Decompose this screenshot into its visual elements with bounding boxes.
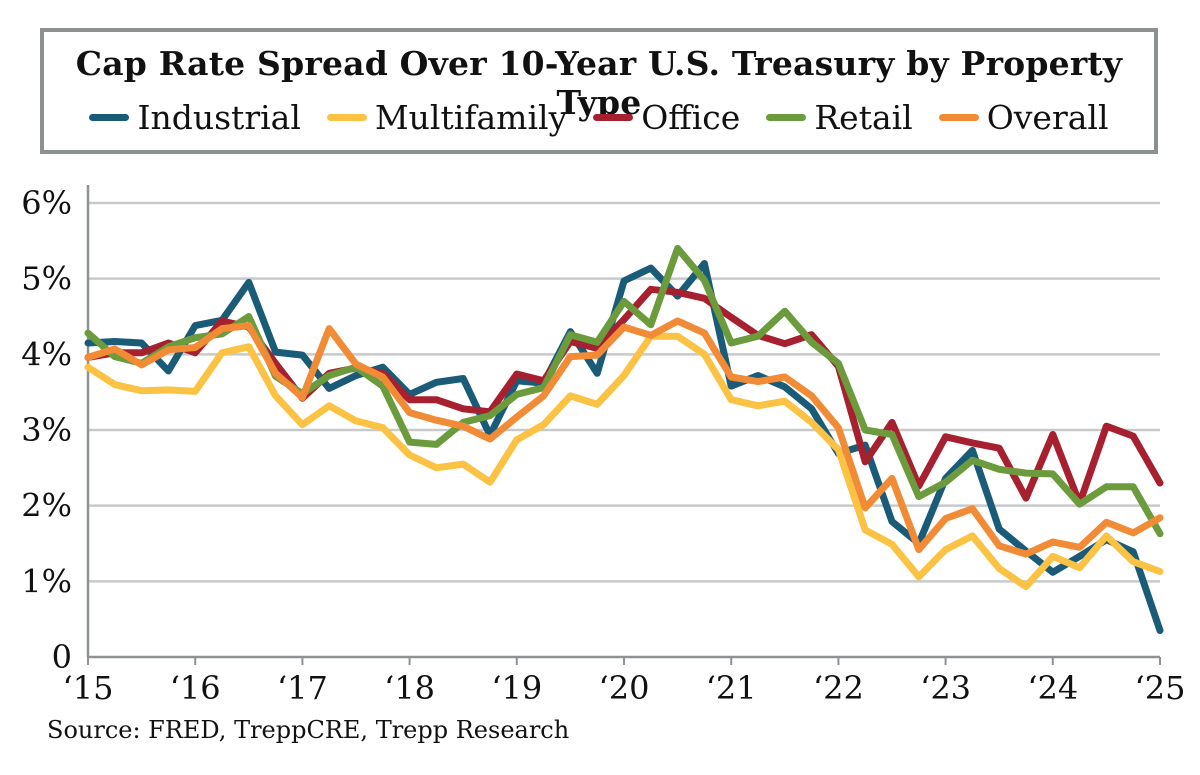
legend-label-retail: Retail (814, 98, 913, 137)
x-tick-label: ‘21 (706, 669, 757, 707)
y-tick-label: 2% (21, 487, 72, 525)
legend-label-office: Office (641, 98, 741, 137)
series-line-overall (84, 317, 1164, 558)
x-tick-label: ‘18 (384, 669, 435, 707)
legend-item-retail: Retail (766, 98, 913, 137)
title-legend-box: Cap Rate Spread Over 10-Year U.S. Treasu… (40, 28, 1158, 154)
x-tick-label: ‘23 (920, 669, 971, 707)
x-tick-label: ‘25 (1135, 669, 1186, 707)
legend-item-industrial: Industrial (89, 98, 301, 137)
y-tick-label: 5% (21, 260, 72, 298)
x-tick-label: ‘15 (63, 669, 114, 707)
y-tick-label: 1% (21, 562, 72, 600)
legend-swatch-retail (766, 114, 807, 121)
legend-swatch-industrial (89, 114, 130, 121)
y-tick-label: 3% (21, 411, 72, 449)
legend-label-multifamily: Multifamily (374, 98, 568, 137)
legend-label-industrial: Industrial (137, 98, 301, 137)
legend-swatch-overall (938, 114, 979, 121)
y-tick-label: 6% (21, 184, 72, 222)
x-tick-label: ‘17 (277, 669, 328, 707)
series-line-multifamily (84, 332, 1164, 591)
x-tick-label: ‘16 (170, 669, 221, 707)
source-note: Source: FRED, TreppCRE, Trepp Research (47, 716, 570, 744)
x-tick-label: ‘22 (813, 669, 864, 707)
series-line-industrial (84, 260, 1164, 634)
x-tick-label: ‘19 (491, 669, 542, 707)
legend: Industrial Multifamily Office Retail Ove… (44, 98, 1154, 137)
legend-item-multifamily: Multifamily (326, 98, 568, 137)
y-tick-label: 0 (52, 638, 72, 676)
y-tick-label: 4% (21, 335, 72, 373)
x-tick-label: ‘20 (599, 669, 650, 707)
legend-item-overall: Overall (938, 98, 1109, 137)
legend-swatch-multifamily (326, 114, 367, 121)
legend-swatch-office (593, 114, 634, 121)
legend-label-overall: Overall (986, 98, 1109, 137)
legend-item-office: Office (593, 98, 740, 137)
x-tick-label: ‘24 (1027, 669, 1078, 707)
